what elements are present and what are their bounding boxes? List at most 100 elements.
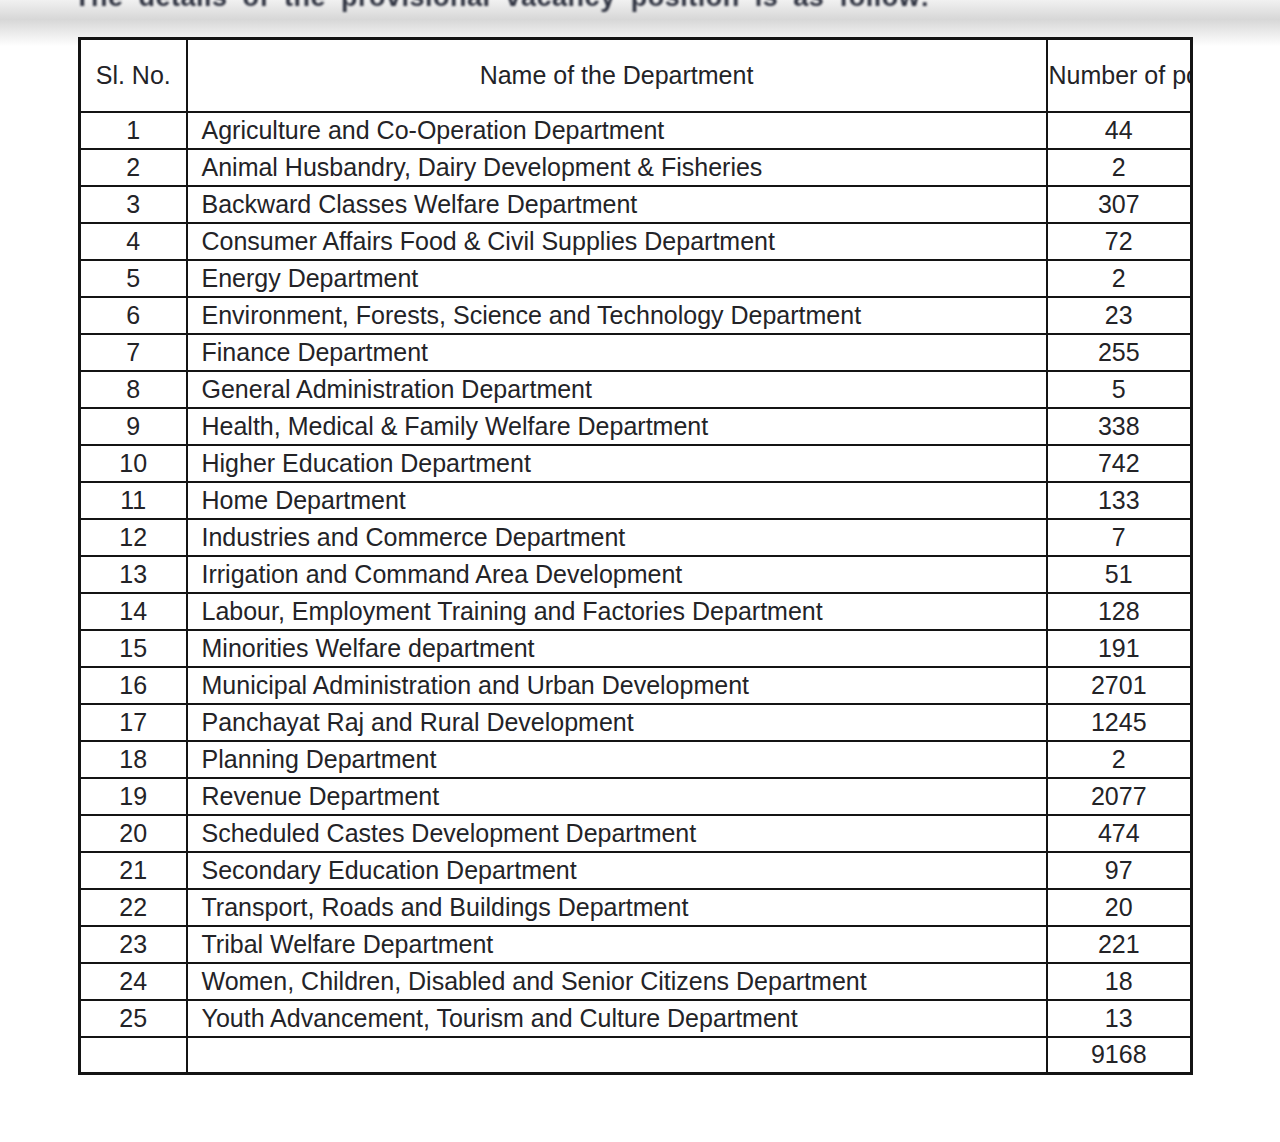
header-department-name: Name of the Department <box>187 39 1047 112</box>
cell-department-name: Scheduled Castes Development Department <box>187 815 1047 852</box>
cell-number-of-posts: 221 <box>1047 926 1192 963</box>
cell-number-of-posts: 1245 <box>1047 704 1192 741</box>
cell-number-of-posts: 7 <box>1047 519 1192 556</box>
cropped-top-text: The details of the provisional vacancy p… <box>74 0 1190 15</box>
cell-number-of-posts: 191 <box>1047 630 1192 667</box>
cell-department-name: Women, Children, Disabled and Senior Cit… <box>187 963 1047 1000</box>
cell-sl-no: 21 <box>80 852 187 889</box>
cell-department-name <box>187 1037 1047 1074</box>
cell-sl-no: 20 <box>80 815 187 852</box>
cell-number-of-posts: 5 <box>1047 371 1192 408</box>
cell-number-of-posts: 307 <box>1047 186 1192 223</box>
cell-number-of-posts: 133 <box>1047 482 1192 519</box>
table-row: 2 Animal Husbandry, Dairy Development & … <box>80 149 1192 186</box>
cell-department-name: Panchayat Raj and Rural Development <box>187 704 1047 741</box>
cell-department-name: Agriculture and Co-Operation Department <box>187 112 1047 149</box>
cell-department-name: Animal Husbandry, Dairy Development & Fi… <box>187 149 1047 186</box>
cell-number-of-posts: 2077 <box>1047 778 1192 815</box>
cell-sl-no: 14 <box>80 593 187 630</box>
cell-sl-no: 25 <box>80 1000 187 1037</box>
cell-department-name: Industries and Commerce Department <box>187 519 1047 556</box>
cell-department-name: Revenue Department <box>187 778 1047 815</box>
table-row: 17 Panchayat Raj and Rural Development 1… <box>80 704 1192 741</box>
table-row: 8 General Administration Department 5 <box>80 371 1192 408</box>
cell-sl-no: 17 <box>80 704 187 741</box>
cell-sl-no: 15 <box>80 630 187 667</box>
table-row: 11 Home Department 133 <box>80 482 1192 519</box>
cell-department-name: Minorities Welfare department <box>187 630 1047 667</box>
table-row: 20 Scheduled Castes Development Departme… <box>80 815 1192 852</box>
table-row: 21 Secondary Education Department 97 <box>80 852 1192 889</box>
cell-number-of-posts: 742 <box>1047 445 1192 482</box>
cell-number-of-posts: 2 <box>1047 149 1192 186</box>
table-header-row: Sl. No. Name of the Department Number of… <box>80 39 1192 112</box>
cell-sl-no: 22 <box>80 889 187 926</box>
cell-department-name: Health, Medical & Family Welfare Departm… <box>187 408 1047 445</box>
cell-number-of-posts: 128 <box>1047 593 1192 630</box>
cell-sl-no <box>80 1037 187 1074</box>
table-row: 1 Agriculture and Co-Operation Departmen… <box>80 112 1192 149</box>
cell-department-name: Finance Department <box>187 334 1047 371</box>
cell-sl-no: 13 <box>80 556 187 593</box>
table-row: 3 Backward Classes Welfare Department 30… <box>80 186 1192 223</box>
cell-department-name: Backward Classes Welfare Department <box>187 186 1047 223</box>
cell-number-of-posts: 474 <box>1047 815 1192 852</box>
cell-number-of-posts: 23 <box>1047 297 1192 334</box>
cell-department-name: Energy Department <box>187 260 1047 297</box>
header-sl-no: Sl. No. <box>80 39 187 112</box>
table-row: 14 Labour, Employment Training and Facto… <box>80 593 1192 630</box>
table-header: Sl. No. Name of the Department Number of… <box>80 39 1192 112</box>
cell-sl-no: 3 <box>80 186 187 223</box>
table-total-row: 9168 <box>80 1037 1192 1074</box>
table-row: 22 Transport, Roads and Buildings Depart… <box>80 889 1192 926</box>
table-row: 6 Environment, Forests, Science and Tech… <box>80 297 1192 334</box>
table-row: 15 Minorities Welfare department 191 <box>80 630 1192 667</box>
cell-sl-no: 24 <box>80 963 187 1000</box>
table-row: 13 Irrigation and Command Area Developme… <box>80 556 1192 593</box>
cell-number-of-posts: 338 <box>1047 408 1192 445</box>
cell-number-of-posts: 51 <box>1047 556 1192 593</box>
cell-department-name: Secondary Education Department <box>187 852 1047 889</box>
cell-sl-no: 2 <box>80 149 187 186</box>
cell-sl-no: 10 <box>80 445 187 482</box>
cell-sl-no: 6 <box>80 297 187 334</box>
cell-sl-no: 8 <box>80 371 187 408</box>
table-body: 1 Agriculture and Co-Operation Departmen… <box>80 112 1192 1074</box>
cell-number-of-posts: 20 <box>1047 889 1192 926</box>
table-row: 4 Consumer Affairs Food & Civil Supplies… <box>80 223 1192 260</box>
table-row: 7 Finance Department 255 <box>80 334 1192 371</box>
table-row: 9 Health, Medical & Family Welfare Depar… <box>80 408 1192 445</box>
cell-department-name: Municipal Administration and Urban Devel… <box>187 667 1047 704</box>
cell-sl-no: 19 <box>80 778 187 815</box>
table-row: 18 Planning Department 2 <box>80 741 1192 778</box>
cell-number-of-posts: 2701 <box>1047 667 1192 704</box>
cell-sl-no: 18 <box>80 741 187 778</box>
cell-sl-no: 4 <box>80 223 187 260</box>
cell-sl-no: 7 <box>80 334 187 371</box>
cell-number-of-posts: 72 <box>1047 223 1192 260</box>
cell-department-name: Tribal Welfare Department <box>187 926 1047 963</box>
cell-sl-no: 11 <box>80 482 187 519</box>
cell-department-name: Higher Education Department <box>187 445 1047 482</box>
cropped-top-text-line: The details of the provisional vacancy p… <box>74 0 1190 13</box>
cell-sl-no: 12 <box>80 519 187 556</box>
cell-sl-no: 23 <box>80 926 187 963</box>
cell-department-name: Youth Advancement, Tourism and Culture D… <box>187 1000 1047 1037</box>
cell-department-name: Irrigation and Command Area Development <box>187 556 1047 593</box>
cell-department-name: Environment, Forests, Science and Techno… <box>187 297 1047 334</box>
table-row: 19 Revenue Department 2077 <box>80 778 1192 815</box>
cell-department-name: Consumer Affairs Food & Civil Supplies D… <box>187 223 1047 260</box>
cell-number-of-posts: 97 <box>1047 852 1192 889</box>
cell-department-name: Transport, Roads and Buildings Departmen… <box>187 889 1047 926</box>
cell-number-of-posts: 255 <box>1047 334 1192 371</box>
cell-sl-no: 9 <box>80 408 187 445</box>
table-row: 10 Higher Education Department 742 <box>80 445 1192 482</box>
table-row: 12 Industries and Commerce Department 7 <box>80 519 1192 556</box>
vacancy-table: Sl. No. Name of the Department Number of… <box>78 37 1193 1075</box>
cell-number-of-posts: 13 <box>1047 1000 1192 1037</box>
table-row: 24 Women, Children, Disabled and Senior … <box>80 963 1192 1000</box>
cell-department-name: Planning Department <box>187 741 1047 778</box>
cell-number-of-posts: 18 <box>1047 963 1192 1000</box>
cell-sl-no: 5 <box>80 260 187 297</box>
table-row: 16 Municipal Administration and Urban De… <box>80 667 1192 704</box>
